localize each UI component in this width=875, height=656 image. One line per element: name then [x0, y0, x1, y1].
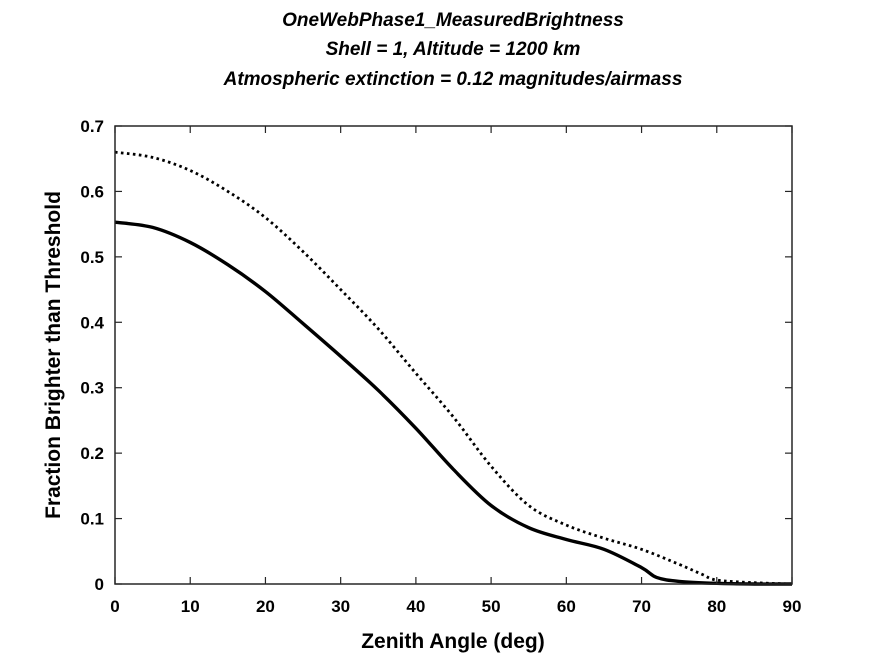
title-line-2: Shell = 1, Altitude = 1200 km [326, 39, 581, 60]
y-tick-label: 0.3 [80, 379, 104, 398]
chart-title: OneWebPhase1_MeasuredBrightness Shell = … [223, 10, 683, 90]
y-tick-label: 0.6 [80, 182, 104, 201]
title-line-3: Atmospheric extinction = 0.12 magnitudes… [223, 69, 683, 90]
x-tick-label: 10 [181, 597, 200, 616]
x-tick-label: 30 [331, 597, 350, 616]
x-tick-label: 80 [707, 597, 726, 616]
axes-box [114, 125, 793, 585]
y-tick-label: 0.5 [80, 248, 104, 267]
x-tick-label: 60 [557, 597, 576, 616]
x-axis-label: Zenith Angle (deg) [361, 630, 545, 653]
tick-layer: 0 10 20 30 40 50 60 70 80 90 0 0.1 0.2 0.3 0.4 0.5 0.6 0.… [80, 117, 801, 616]
title-line-1: OneWebPhase1_MeasuredBrightness [282, 10, 624, 31]
y-tick-label: 0.4 [80, 313, 104, 332]
y-tick-label: 0.1 [80, 510, 104, 529]
x-tick-label: 0 [110, 597, 119, 616]
x-tick-label: 40 [406, 597, 425, 616]
y-tick-label: 0 [95, 575, 104, 594]
y-tick-label: 0.7 [80, 117, 104, 136]
x-tick-label: 90 [783, 597, 802, 616]
plot-area [115, 126, 792, 584]
y-tick-label: 0.2 [80, 444, 104, 463]
series-layer [114, 150, 793, 586]
y-axis-label: Fraction Brighter than Threshold [42, 191, 65, 519]
x-tick-label: 70 [632, 597, 651, 616]
x-tick-label: 50 [482, 597, 501, 616]
x-tick-label: 20 [256, 597, 275, 616]
series-line-1-solid [114, 220, 793, 586]
